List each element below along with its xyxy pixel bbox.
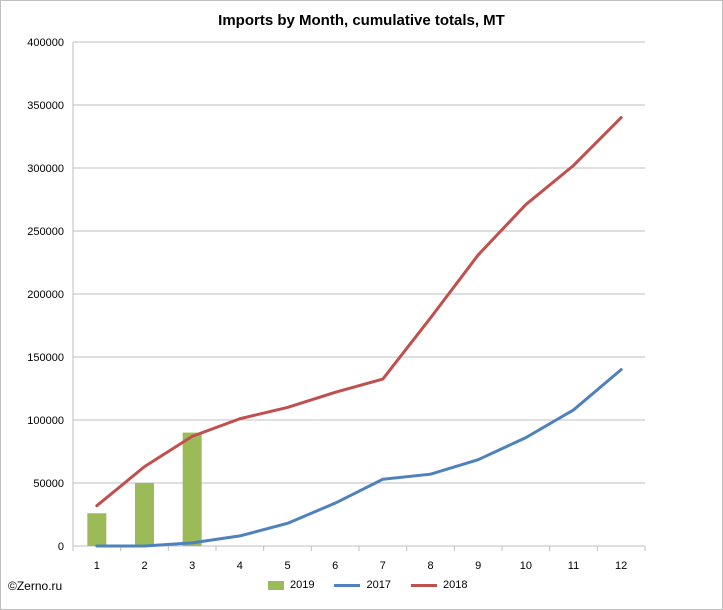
legend-item-2019: 2019 — [268, 579, 314, 591]
line-series-2017 — [95, 368, 623, 548]
legend-label-2019: 2019 — [290, 579, 315, 591]
y-tick-label: 350000 — [27, 100, 64, 112]
legend-item-2017: 2017 — [334, 579, 391, 591]
y-tick-label: 250000 — [27, 226, 64, 238]
legend-swatch-2018 — [410, 583, 437, 587]
x-tick-label: 12 — [615, 560, 627, 572]
x-tick-label: 8 — [427, 560, 433, 572]
legend: 2019 2017 2018 — [268, 579, 467, 591]
x-tick-label: 3 — [189, 560, 195, 572]
x-tick-label: 6 — [332, 560, 338, 572]
y-tick-label: 0 — [58, 541, 64, 553]
x-tick-label: 2 — [141, 560, 147, 572]
legend-swatch-2017 — [334, 583, 361, 587]
bar-2019 — [182, 432, 202, 546]
y-tick-label: 50000 — [33, 478, 64, 490]
y-tick-label: 400000 — [27, 37, 64, 49]
x-tick-label: 5 — [284, 560, 290, 572]
x-tick-label: 10 — [520, 560, 532, 572]
legend-item-2018: 2018 — [410, 579, 468, 591]
x-tick-label: 9 — [475, 560, 481, 572]
line-series-2018 — [95, 116, 623, 508]
chart-title: Imports by Month, cumulative totals, MT — [218, 12, 505, 29]
bar-2019 — [87, 513, 107, 546]
x-tick-label: 7 — [380, 560, 386, 572]
x-tick-label: 11 — [568, 560, 579, 572]
watermark: ©Zerno.ru — [8, 579, 63, 593]
legend-label-2017: 2017 — [366, 579, 391, 591]
y-tick-label: 150000 — [27, 352, 64, 364]
bar-2019 — [135, 483, 154, 546]
legend-swatch-2019 — [268, 580, 284, 590]
y-tick-label: 100000 — [27, 415, 64, 427]
y-tick-label: 200000 — [27, 289, 64, 301]
x-tick-label: 4 — [237, 560, 243, 572]
legend-label-2018: 2018 — [442, 579, 468, 591]
y-tick-label: 300000 — [27, 163, 64, 175]
x-tick-label: 1 — [94, 560, 100, 572]
